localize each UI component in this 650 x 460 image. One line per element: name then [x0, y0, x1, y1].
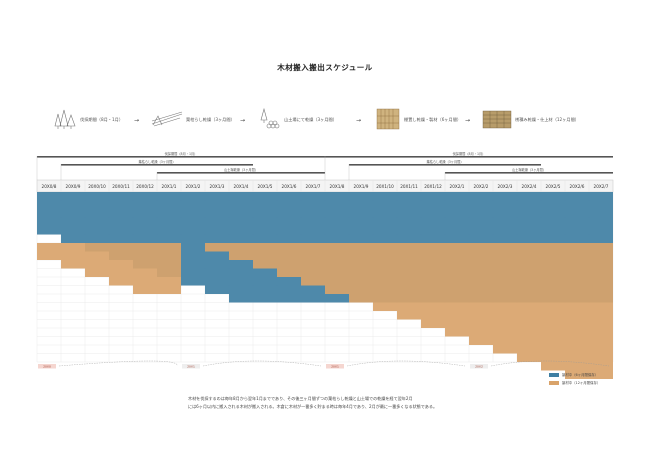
- column-header: 20X1/11: [400, 184, 418, 189]
- column-header: 20X1/5: [258, 184, 273, 189]
- period-label: 葉枯らし乾燥（3ヶ月間）: [138, 159, 175, 164]
- schedule-cell: [469, 336, 613, 345]
- period-tag-label: 20X0: [43, 365, 51, 369]
- schedule-cell: [541, 362, 613, 371]
- column-header: 20X1/9: [354, 184, 369, 189]
- schedule-cell: [37, 209, 613, 218]
- column-header: 20X2/1: [450, 184, 465, 189]
- schedule-cell: [37, 243, 181, 252]
- schedule-cell: [109, 277, 181, 286]
- schedule-cell: [277, 268, 613, 277]
- arrow-right-icon: →: [465, 117, 471, 124]
- schedule-cell: [229, 251, 613, 260]
- period-label: 山土場乾燥（3ヶ月間）: [224, 167, 258, 172]
- forest-trees-icon: [54, 109, 76, 129]
- note-line: には6ヶ月以内に搬入される木材が搬入される。木倉に木材が一番多く貯まる時は毎年4…: [188, 404, 438, 409]
- schedule-cell: [565, 370, 613, 379]
- description-note: 木材を伐採するのは毎年8月から翌年1月までであり、その後三ヶ月間ずつの葉枯らし乾…: [188, 395, 488, 411]
- column-header: 20X1/7: [306, 184, 321, 189]
- column-header: 20X2/7: [594, 184, 609, 189]
- log-pile-icon: [260, 107, 280, 129]
- column-header: 20X1/1: [162, 184, 177, 189]
- arrow-right-icon: →: [240, 117, 246, 124]
- stacked-lumber-icon: [376, 108, 400, 130]
- period-tag: [470, 364, 488, 369]
- period-bar: [37, 156, 325, 158]
- schedule-cell: [517, 353, 613, 362]
- chart-title: 木材搬入搬出スケジュール: [277, 63, 373, 72]
- schedule-cell: [421, 319, 613, 328]
- schedule-cell: [253, 260, 613, 269]
- period-tag-label: 20X2: [475, 365, 483, 369]
- schedule-cell: [205, 243, 613, 252]
- schedule-cell: [373, 302, 613, 311]
- schedule-cell: [37, 192, 613, 201]
- period-tag: [38, 364, 56, 369]
- schedule-cell: [61, 234, 613, 243]
- process-step-label: 山土場にて乾燥（3ヶ月間）: [284, 117, 337, 122]
- period-label: 葉枯らし乾燥（3ヶ月間）: [426, 159, 463, 164]
- legend-item: 製材中（12ヶ月間保存）: [549, 380, 600, 385]
- legend-swatch: [549, 372, 559, 377]
- logs-drying-icon: [151, 111, 183, 127]
- period-bar: [157, 172, 325, 174]
- period-tag-label: 20X1: [331, 365, 339, 369]
- schedule-cell: [301, 277, 613, 286]
- schedule-cell: [325, 285, 613, 294]
- legend-swatch: [549, 380, 559, 385]
- legend-label: 製材中（6ヶ月間保存）: [562, 373, 599, 377]
- schedule-cell: [133, 285, 181, 294]
- column-header: 20X0/10: [88, 184, 106, 189]
- schedule-cell: [445, 328, 613, 337]
- column-header: 20X0/11: [112, 184, 130, 189]
- note-line: 木材を伐採するのは毎年8月から翌年1月までであり、その後三ヶ月間ずつの葉枯らし乾…: [188, 396, 413, 401]
- column-header: 20X2/3: [498, 184, 513, 189]
- schedule-cell: [397, 311, 613, 320]
- period-label: 伐採期間（8月・1月）: [453, 151, 486, 156]
- period-bar: [61, 164, 253, 166]
- process-step-label: 葉枯らし乾燥（3ヶ月間）: [186, 117, 235, 122]
- period-tag: [326, 364, 344, 369]
- legend-item: 製材中（6ヶ月間保存）: [549, 372, 598, 377]
- column-header: 20X2/5: [546, 184, 561, 189]
- period-bar: [445, 172, 613, 174]
- legend-label: 製材中（12ヶ月間保存）: [562, 381, 601, 385]
- column-header: 20X1/3: [210, 184, 225, 189]
- sawn-timber-icon: [482, 110, 512, 129]
- schedule-cell: [349, 294, 613, 303]
- column-header: 20X1/6: [282, 184, 297, 189]
- column-header: 20X2/6: [570, 184, 585, 189]
- column-header: 20X1/12: [424, 184, 442, 189]
- period-bar: [349, 164, 541, 166]
- schedule-cell: [37, 217, 613, 226]
- period-label: 伐採期間（8月・1月）: [165, 151, 198, 156]
- process-step-label: 伐採期間（8月・1月）: [80, 117, 124, 122]
- schedule-cell: [85, 268, 181, 277]
- process-step-label: 棚置し乾燥・製材（6ヶ月間）: [404, 117, 462, 122]
- schedule-cell: [37, 251, 181, 260]
- schedule-cell: [37, 226, 613, 235]
- schedule-cell: [61, 260, 181, 269]
- trend-curve: [58, 360, 610, 367]
- column-header: 20X0/12: [136, 184, 154, 189]
- arrow-right-icon: →: [356, 117, 362, 124]
- column-header: 20X1/4: [234, 184, 249, 189]
- period-label: 山土場乾燥（3ヶ月間）: [512, 167, 546, 172]
- column-header: 20X0/9: [66, 184, 81, 189]
- schedule-cell: [37, 200, 613, 209]
- period-bar: [325, 156, 613, 158]
- arrow-right-icon: →: [134, 117, 140, 124]
- column-header: 20X2/2: [474, 184, 489, 189]
- column-header: 20X1/10: [376, 184, 394, 189]
- schedule-cell: [493, 345, 613, 354]
- column-header: 20X1/2: [186, 184, 201, 189]
- column-header: 20X1/8: [330, 184, 345, 189]
- process-step-label: 桟積み乾燥・仕上材（12ヶ月間）: [515, 117, 579, 122]
- column-header: 20X0/8: [42, 184, 57, 189]
- period-tag: [182, 364, 200, 369]
- period-tag-label: 20X1: [187, 365, 195, 369]
- column-header: 20X2/4: [522, 184, 537, 189]
